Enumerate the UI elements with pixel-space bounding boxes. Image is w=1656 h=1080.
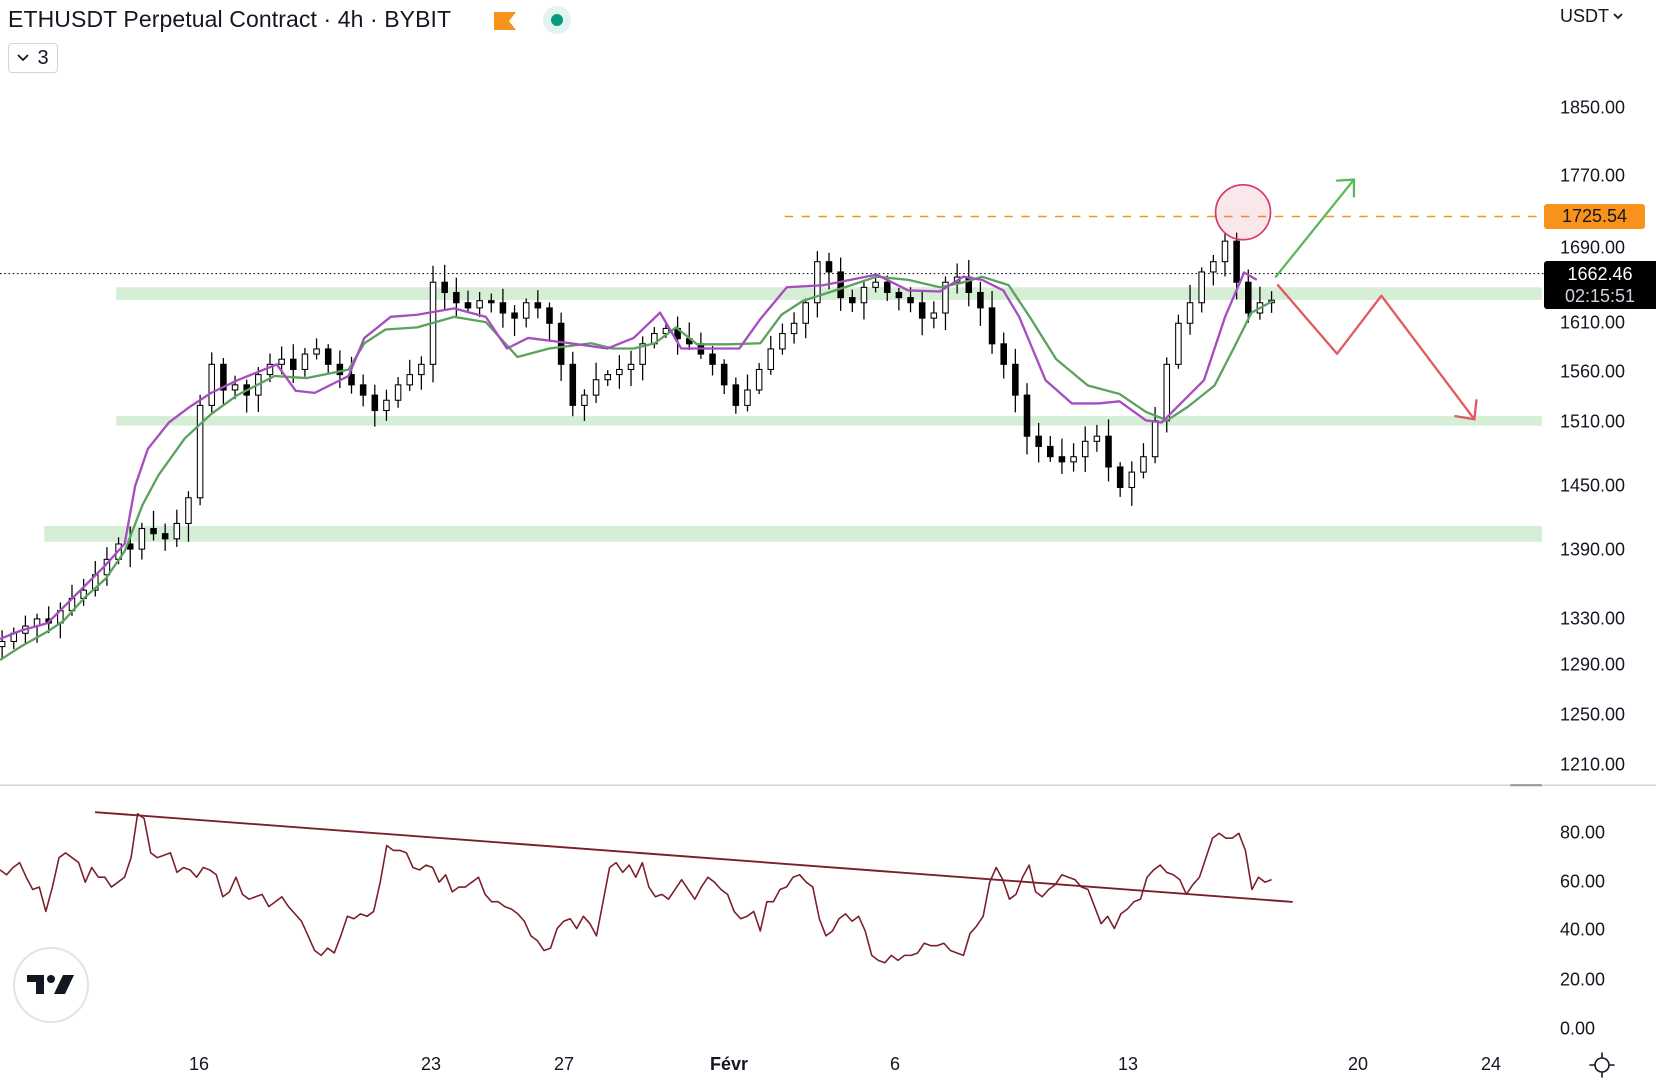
price-tick-label: 1450.00 xyxy=(1560,475,1626,496)
rsi-line xyxy=(0,812,1272,964)
last-price-badge: 1662.46 02:15:51 xyxy=(1544,261,1656,309)
time-tick-label: 27 xyxy=(553,1054,575,1074)
zone-3 xyxy=(44,525,1542,542)
price-tick-label: 1390.00 xyxy=(1560,539,1626,560)
bear-zigzag-arrow[interactable] xyxy=(1276,283,1478,421)
last-price-value: 1662.46 xyxy=(1567,264,1633,284)
time-tick-label: 23 xyxy=(420,1054,442,1074)
time-tick-label: 13 xyxy=(1117,1054,1139,1074)
tradingview-logo-icon xyxy=(27,975,74,994)
price-tick-label: 1250.00 xyxy=(1560,704,1626,725)
symbol-title[interactable]: ETHUSDT Perpetual Contract · 4h · BYBIT xyxy=(8,6,452,32)
time-tick-label: 20 xyxy=(1347,1054,1369,1074)
zone-2 xyxy=(116,416,1542,426)
market-open-dot-icon xyxy=(551,14,563,26)
chevron-down-icon xyxy=(17,54,30,62)
ema-fast-line xyxy=(0,271,1258,641)
currency-selector[interactable]: USDT xyxy=(1560,6,1623,27)
level-price-value: 1725.54 xyxy=(1561,206,1628,226)
time-tick-label: 6 xyxy=(889,1054,901,1074)
highlight-circle[interactable] xyxy=(1214,183,1272,241)
settings-gear-icon[interactable] xyxy=(1589,1052,1615,1078)
price-tick-label: 1330.00 xyxy=(1560,608,1626,629)
chevron-down-icon xyxy=(1613,13,1623,20)
price-tick-label: 1610.00 xyxy=(1560,312,1626,333)
level-price-badge: 1725.54 xyxy=(1544,204,1645,229)
rsi-trendline[interactable] xyxy=(94,811,1293,903)
price-tick-label: 1850.00 xyxy=(1560,97,1626,118)
orange-flag-icon[interactable] xyxy=(494,12,516,30)
rsi-tick-label: 80.00 xyxy=(1560,822,1606,843)
ema-slow-line xyxy=(0,275,1274,662)
price-tick-label: 1690.00 xyxy=(1560,237,1626,258)
price-tick-label: 1510.00 xyxy=(1560,411,1626,432)
tradingview-logo[interactable] xyxy=(13,947,89,1023)
indicators-collapse-button[interactable]: 3 xyxy=(8,43,58,73)
price-tick-label: 1560.00 xyxy=(1560,361,1626,382)
rsi-tick-label: 40.00 xyxy=(1560,919,1606,940)
price-tick-label: 1290.00 xyxy=(1560,654,1626,675)
indicator-count: 3 xyxy=(37,46,49,69)
candlestick-series xyxy=(0,232,1275,659)
price-tick-label: 1210.00 xyxy=(1560,754,1626,775)
time-tick-label: 24 xyxy=(1480,1054,1502,1074)
price-tick-label: 1770.00 xyxy=(1560,165,1626,186)
time-tick-label: Févr xyxy=(709,1054,749,1074)
bar-countdown: 02:15:51 xyxy=(1564,286,1636,306)
time-tick-label: 16 xyxy=(188,1054,210,1074)
currency-label: USDT xyxy=(1560,6,1609,26)
bull-arrow[interactable] xyxy=(1274,178,1356,278)
rsi-tick-label: 60.00 xyxy=(1560,871,1606,892)
rsi-tick-label: 20.00 xyxy=(1560,969,1606,990)
rsi-tick-label: 0.00 xyxy=(1560,1018,1596,1039)
market-status-indicator[interactable] xyxy=(543,6,571,34)
